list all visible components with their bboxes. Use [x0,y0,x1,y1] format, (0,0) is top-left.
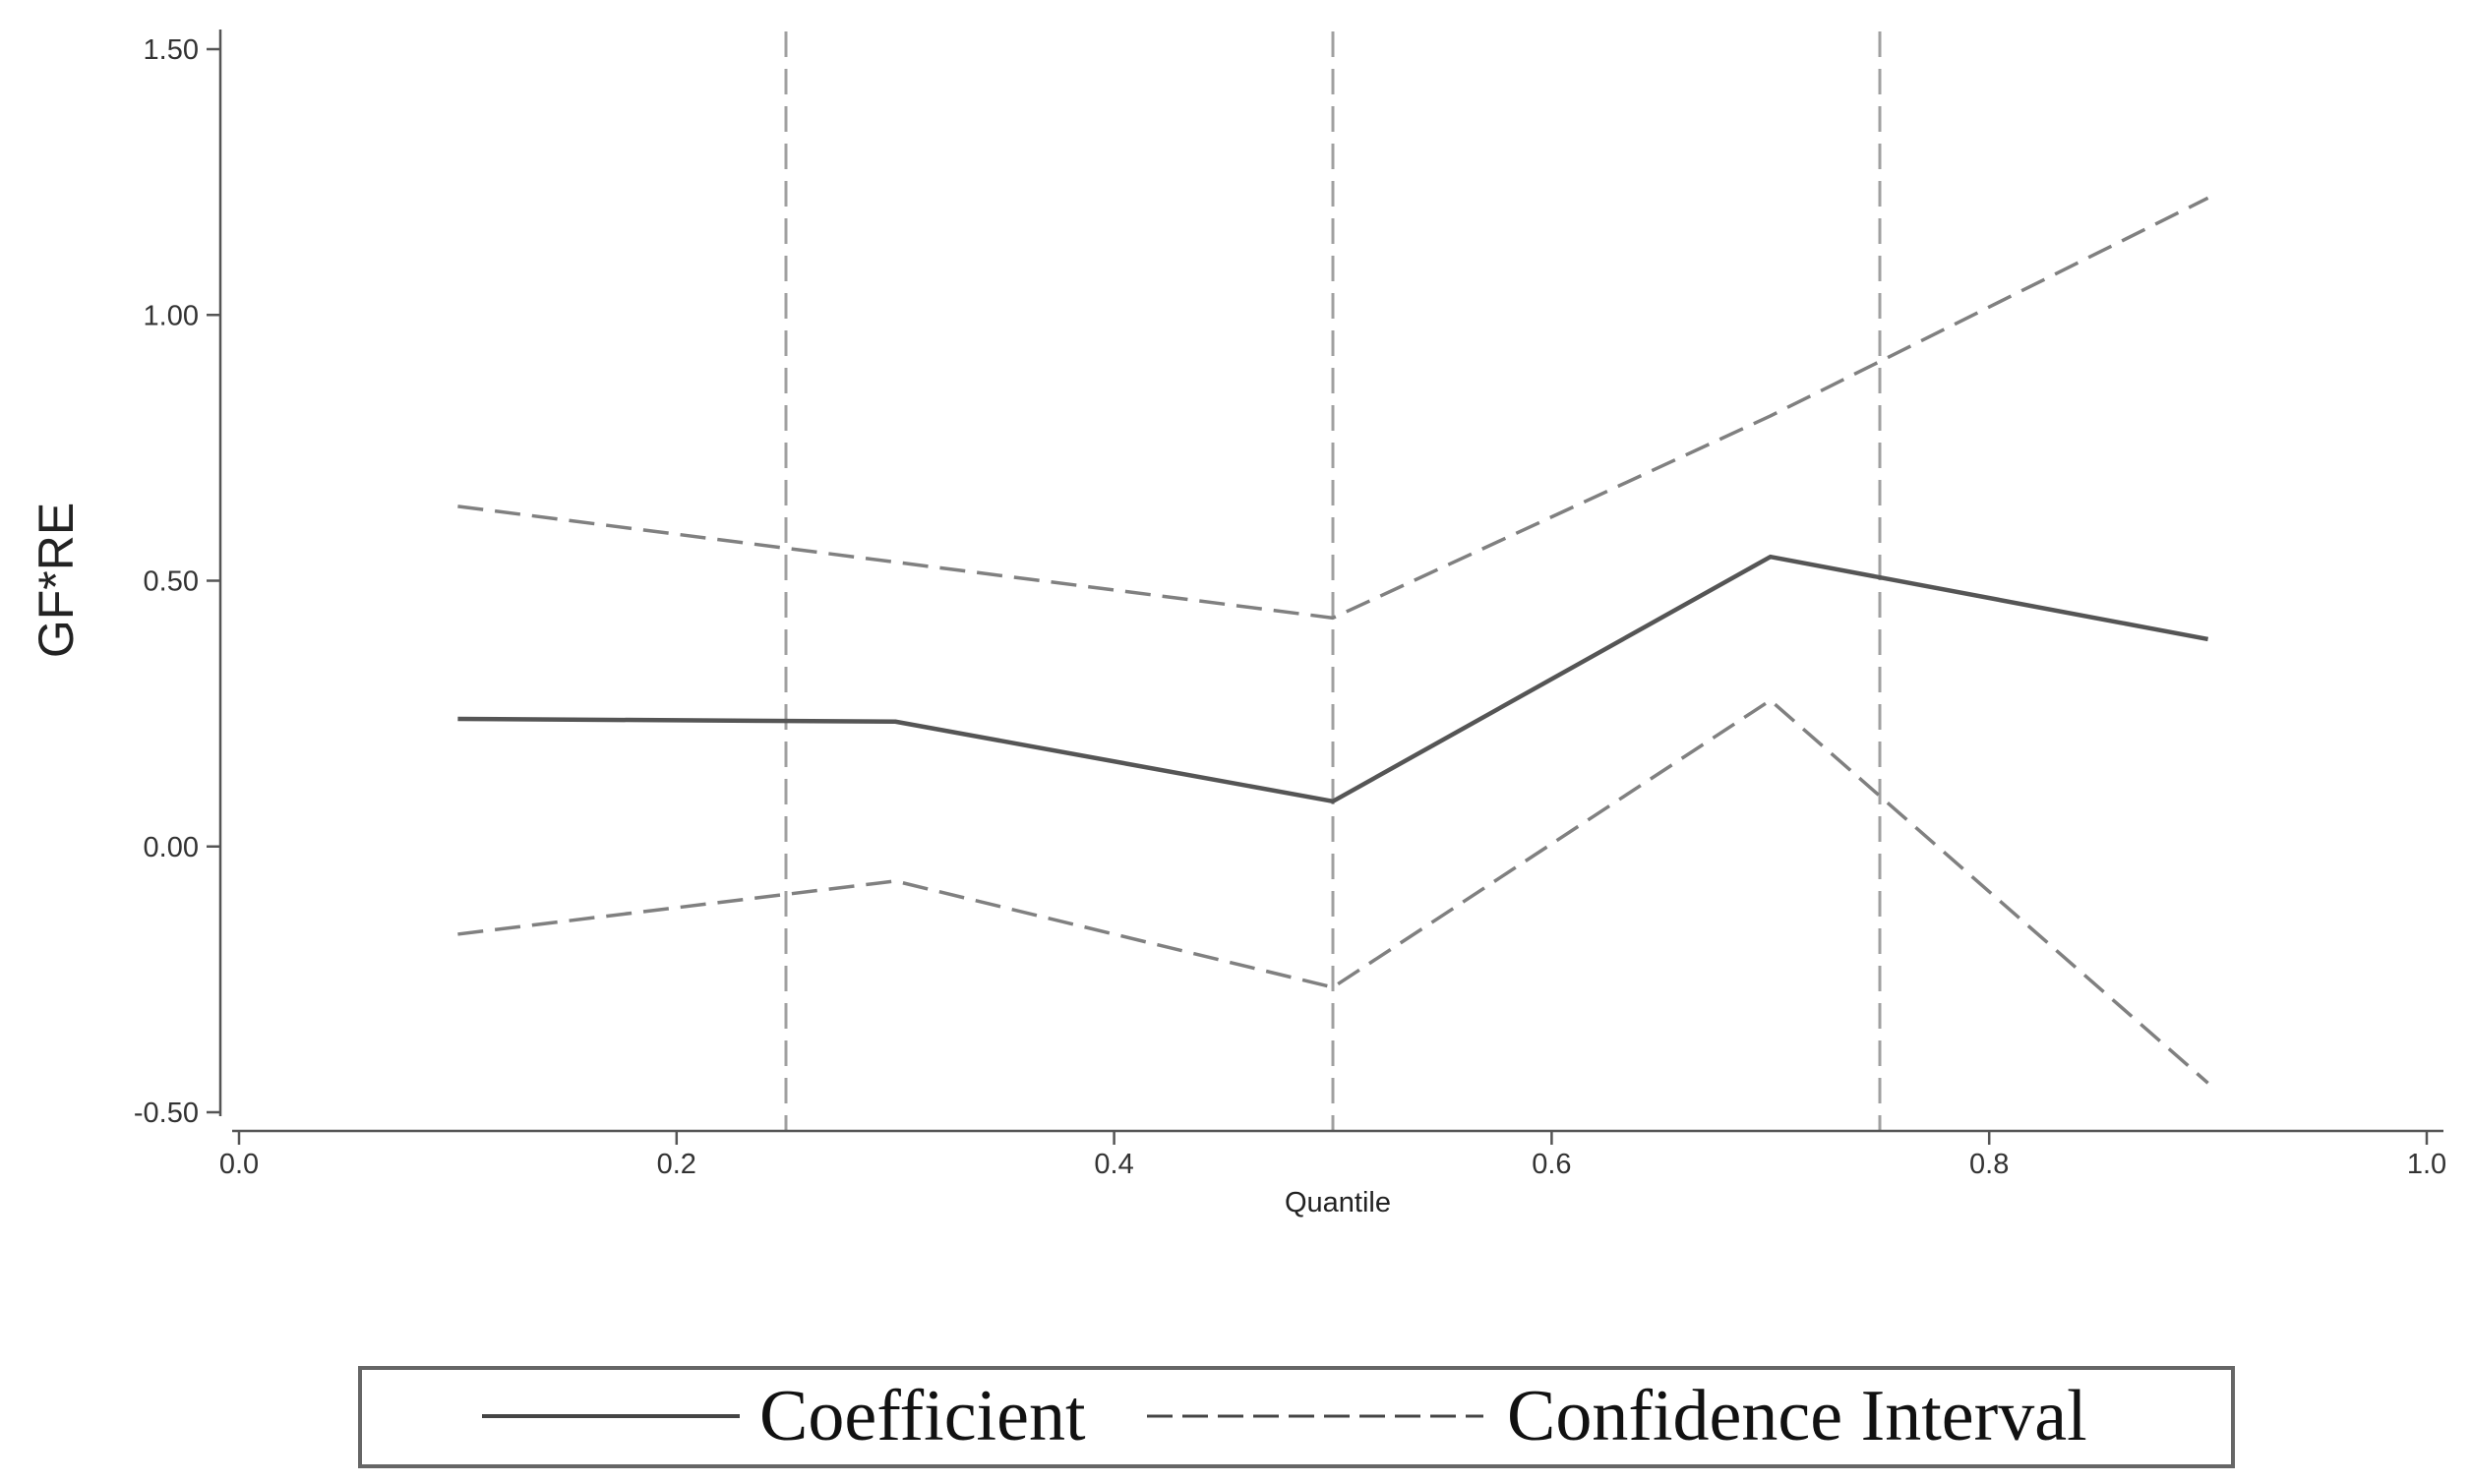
legend: Coefficient Confidence Interval [358,1366,2235,1468]
y-tick-label-1-00: 1.00 [144,300,199,331]
legend-label-coefficient: Coefficient [759,1376,1086,1456]
x-tick-label-1-0: 1.0 [2407,1149,2446,1180]
y-ticks: -0.50 0.00 0.50 1.00 1.50 [134,34,220,1129]
y-tick-label-0-50: 0.50 [144,566,199,598]
x-ticks: 0.0 0.2 0.4 0.6 0.8 1.0 [219,1131,2446,1180]
y-tick-label-1-50: 1.50 [144,34,199,66]
x-axis-title: Quantile [1285,1187,1391,1218]
axes [218,30,2443,1133]
reference-lines [784,31,1882,1131]
x-tick-label-0-8: 0.8 [1969,1149,2009,1180]
x-tick-label-0-0: 0.0 [219,1149,259,1180]
series-line-coefficient-1 [457,554,2209,804]
legend-box [358,1366,2235,1468]
x-tick-label-0-2: 0.2 [657,1149,696,1180]
legend-label-confidence-interval: Confidence Interval [1507,1376,2087,1456]
y-axis-title: GF*RE [29,503,84,658]
x-tick-label-0-6: 0.6 [1532,1149,1571,1180]
x-tick-label-0-4: 0.4 [1094,1149,1133,1180]
y-tick-label-0-00: 0.00 [144,832,199,863]
series-line-confidence-interval-1 [457,196,2209,621]
series-lines [457,196,2209,1085]
y-tick-label-0-50: -0.50 [134,1098,199,1129]
series-line-confidence-interval-2 [457,698,2209,1085]
